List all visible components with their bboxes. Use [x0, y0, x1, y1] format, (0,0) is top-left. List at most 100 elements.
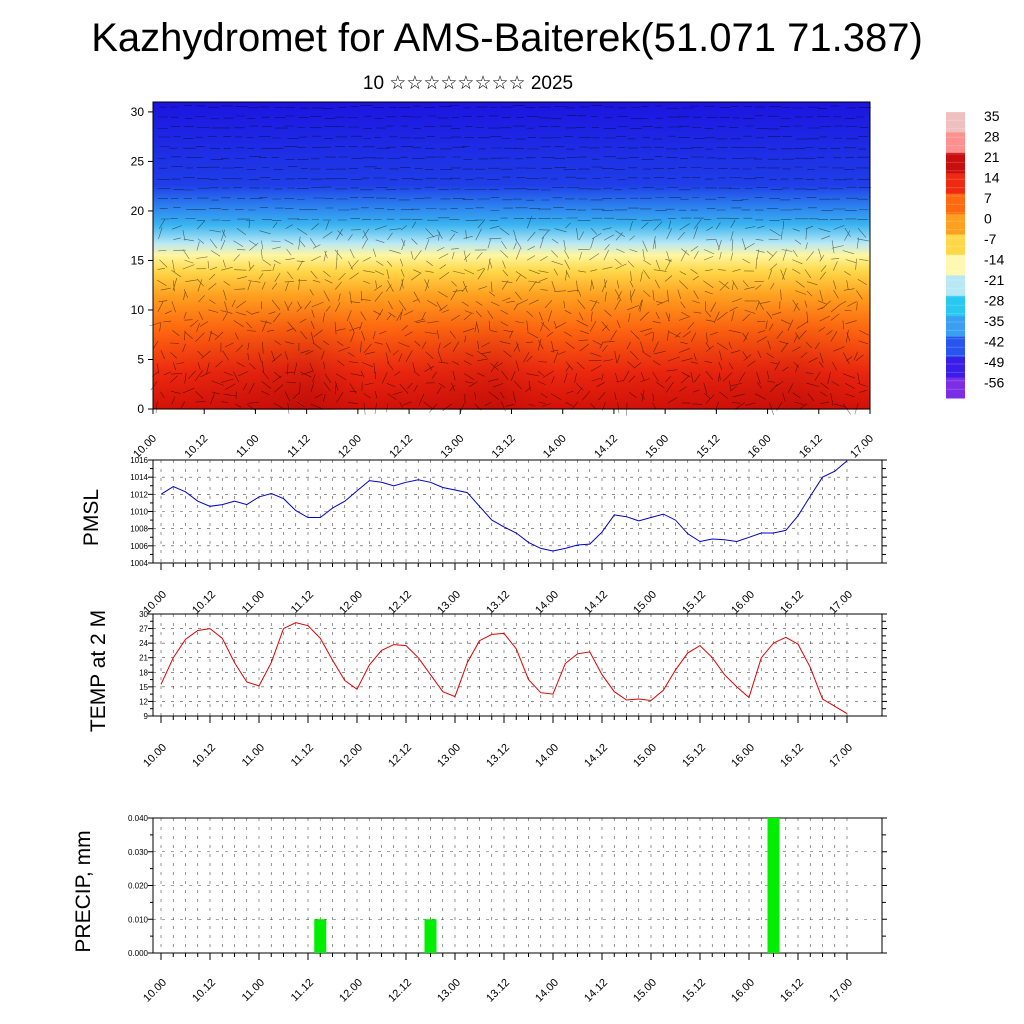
section-x-tick-label: 16.12 [797, 433, 825, 461]
precip-chart: 0.000 0.010 0.020 0.030 0.040 10.00 10.12 11.00… [72, 814, 887, 1005]
temp-panel-x-tick-label: 11.00 [240, 742, 267, 769]
page-subtitle: 10 ☆☆☆☆☆☆☆☆ 2025 [362, 73, 574, 94]
section-x-tick-label: 14.12 [592, 433, 620, 461]
precip-panel-x-tick-label: 14.12 [582, 977, 610, 1005]
precip-panel-y-tick-label: 0.030 [128, 848, 149, 857]
section-x-tick-label: 17.00 [848, 433, 876, 461]
precip-panel-y-tick-label: 0.000 [128, 949, 149, 958]
precip-panel-x-tick-label: 13.00 [435, 977, 463, 1005]
pmsl-panel-y-tick-label: 1008 [130, 525, 148, 534]
precip-panel-bar [424, 919, 437, 953]
section-y-tick-label: 30 [131, 105, 145, 119]
temp-panel-x-tick-label: 15.12 [680, 742, 708, 770]
colorbar-swatch [946, 275, 965, 297]
section-x-tick-label: 16.00 [746, 433, 774, 461]
precip-panel-x-tick-label: 10.12 [190, 977, 218, 1005]
colorbar-label: -14 [984, 252, 1004, 268]
temp-panel-y-tick-label: 15 [139, 683, 148, 692]
precip-panel-bar [767, 818, 780, 953]
precip-panel-x-tick-label: 12.00 [337, 977, 365, 1005]
precip-panel-ylabel: PRECIP, mm [72, 830, 95, 952]
colorbar-label: 0 [984, 211, 992, 227]
precip-panel-y-tick-label: 0.020 [128, 882, 149, 891]
colorbar-label: 28 [984, 129, 1000, 145]
precip-panel-x-tick-label: 16.12 [778, 977, 806, 1005]
section-x-tick-label: 12.12 [387, 433, 415, 461]
pmsl-panel-x-tick-label: 15.00 [631, 589, 659, 617]
precip-panel-x-tick-label: 13.12 [484, 977, 512, 1005]
colorbar-swatch [946, 316, 965, 338]
section-y-tick-label: 5 [137, 352, 144, 366]
precip-panel-x-tick-label: 12.12 [386, 977, 414, 1005]
wind-barb-lines [149, 105, 872, 416]
colorbar-label: -28 [984, 293, 1004, 309]
pmsl-panel-x-tick-label: 10.12 [190, 589, 218, 617]
colorbar-swatch [946, 214, 965, 236]
colorbar-label: -49 [984, 354, 1004, 370]
colorbar-swatch [946, 132, 965, 154]
pmsl-panel-x-tick-label: 14.12 [582, 589, 610, 617]
temp-panel-x-tick-label: 14.00 [533, 742, 561, 770]
temp-panel-x-tick-label: 16.00 [729, 742, 757, 770]
wind-barbs [149, 105, 872, 416]
precip-panel-x-tick-label: 11.00 [240, 977, 267, 1004]
pmsl-panel-x-tick-label: 14.00 [533, 589, 561, 617]
temp2m-chart: 9 12 15 18 21 24 27 30 10.00 10.12 11.00 11.12 12.00… [87, 610, 887, 770]
temp-panel-y-tick-label: 12 [139, 697, 148, 706]
section-y-tick-label: 0 [137, 402, 144, 416]
precip-panel-bar [314, 919, 327, 953]
section-x-tick-label: 15.12 [695, 433, 723, 461]
temp-panel-y-tick-label: 21 [139, 654, 148, 663]
precip-panel-x-tick-label: 15.12 [680, 977, 708, 1005]
colorbar-label: 35 [984, 108, 1000, 124]
precip-panel-x-tick-label: 11.12 [289, 977, 316, 1004]
temp-panel-y-tick-label: 27 [139, 625, 148, 634]
pmsl-panel-x-tick-label: 11.00 [240, 589, 267, 616]
precip-panel-y-tick-label: 0.010 [128, 915, 149, 924]
precip-panel-x-tick-label: 16.00 [729, 977, 757, 1005]
temp-panel-y-tick-label: 9 [144, 712, 149, 721]
section-x-tick-label: 13.00 [438, 433, 466, 461]
colorbar-label: -56 [984, 375, 1004, 391]
colorbar-swatch [946, 234, 965, 256]
precip-panel-x-tick-label: 15.00 [631, 977, 659, 1005]
temp-panel-x-tick-label: 12.00 [337, 742, 365, 770]
section-x-tick-label: 10.12 [182, 433, 210, 461]
pmsl-panel-y-tick-label: 1016 [130, 456, 148, 465]
temp-panel-frame [152, 613, 883, 717]
colorbar-swatch [946, 336, 965, 358]
pmsl-panel-x-tick-label: 12.12 [386, 589, 414, 617]
section-x-tick-label: 11.00 [234, 433, 261, 460]
section-x-tick-label: 11.12 [285, 433, 312, 460]
pmsl-panel-x-tick-label: 16.00 [729, 589, 757, 617]
colorbar-swatch [946, 295, 965, 317]
colorbar-swatch [946, 193, 965, 215]
temp-panel-y-tick-label: 24 [139, 639, 148, 648]
colorbar-swatch [946, 377, 965, 399]
colorbar-label: 14 [984, 170, 1000, 186]
temp-panel-ylabel: TEMP at 2 M [87, 610, 110, 732]
pmsl-panel-x-tick-label: 15.12 [680, 589, 708, 617]
pmsl-panel-y-tick-label: 1012 [130, 490, 148, 499]
pmsl-panel-x-tick-label: 13.00 [435, 589, 463, 617]
temp-panel-y-tick-label: 30 [139, 610, 148, 619]
pmsl-panel-y-tick-label: 1006 [130, 542, 148, 551]
temp-panel-x-tick-label: 13.12 [484, 742, 512, 770]
precip-panel-x-tick-label: 14.00 [533, 977, 561, 1005]
temp-panel-x-tick-label: 13.00 [435, 742, 463, 770]
pmsl-panel-x-tick-label: 16.12 [778, 589, 806, 617]
section-y-tick-label: 20 [131, 204, 145, 218]
colorbar-swatch [946, 357, 965, 379]
temp-panel-x-tick-label: 16.12 [778, 742, 806, 770]
colorbar-swatch [946, 255, 965, 276]
section-x-tick-label: 14.00 [541, 433, 569, 461]
page-title: Kazhydromet for AMS-Baiterek(51.071 71.3… [91, 16, 923, 60]
colorbar-swatch [946, 152, 965, 174]
pmsl-panel-y-tick-label: 1010 [130, 508, 148, 517]
colorbar-label: 21 [984, 149, 1000, 165]
colorbar-swatch [946, 173, 965, 195]
precip-panel-x-tick-label: 17.00 [827, 977, 855, 1005]
